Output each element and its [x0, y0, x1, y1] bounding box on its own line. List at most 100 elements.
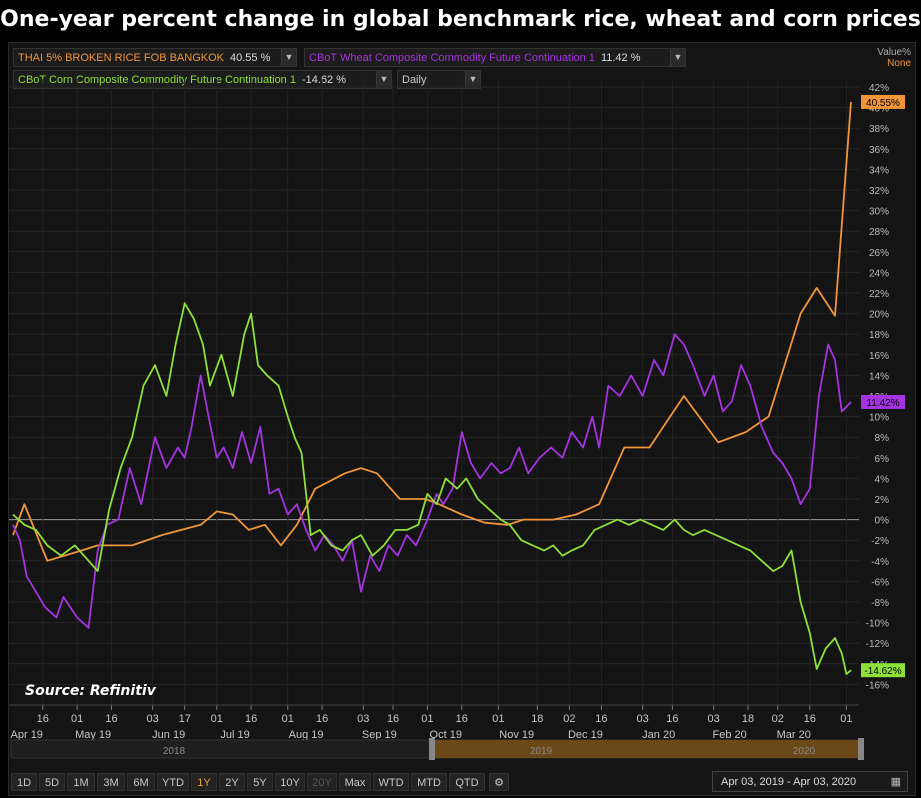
y-tick-label: 10%	[869, 413, 889, 424]
y-tick-label: -8%	[871, 598, 889, 609]
range-button-1m[interactable]: 1M	[67, 773, 95, 791]
y-tick-label: -2%	[871, 536, 889, 547]
chevron-down-icon[interactable]: ▼	[281, 49, 296, 66]
range-button-6m[interactable]: 6M	[127, 773, 155, 791]
series-line-rice	[12, 101, 852, 562]
chevron-down-icon[interactable]: ▼	[465, 71, 480, 88]
range-button-1y[interactable]: 1Y	[191, 773, 217, 791]
y-axis-labels: 42% 40% 38% 36% 34% 32% 30% 28% 26% 24% 22% 20% 18% 1…	[866, 83, 889, 691]
y-tick-label: 32%	[869, 186, 889, 197]
x-tick-label: 03	[637, 713, 649, 725]
x-tick-label: 16	[37, 713, 49, 725]
legend-rice-value: 40.55 %	[230, 52, 271, 64]
range-button-5d[interactable]: 5D	[39, 773, 65, 791]
end-label-text: 11.42%	[866, 398, 899, 409]
end-label-corn: -14.62%	[861, 663, 905, 678]
date-range-field[interactable]: Apr 03, 2019 - Apr 03, 2020 ▦	[712, 771, 908, 792]
legend-wheat-value: 11.42 %	[600, 52, 641, 64]
x-tick-label: 01	[282, 713, 294, 725]
y-tick-label: 16%	[869, 351, 889, 362]
y-tick-label: 28%	[869, 227, 889, 238]
y-tick-label: 6%	[875, 454, 890, 465]
range-button-5y[interactable]: 5Y	[247, 773, 273, 791]
y-tick-label: 26%	[869, 248, 889, 259]
x-month-label: Jun 19	[152, 729, 185, 741]
legend-corn-value: -14.62 %	[301, 74, 347, 86]
end-value-labels: 40.55% 11.42% -14.62%	[861, 94, 905, 678]
series-line-wheat	[12, 333, 852, 629]
range-button-mtd[interactable]: MTD	[411, 773, 447, 791]
x-month-label: Apr 19	[11, 729, 43, 741]
y-tick-label: 8%	[875, 433, 890, 444]
y-tick-label: 4%	[875, 474, 890, 485]
x-tick-label: 16	[666, 713, 678, 725]
y-tick-label: -12%	[866, 639, 889, 650]
x-tick-label: 16	[595, 713, 607, 725]
interval-select[interactable]: Daily ▼	[397, 70, 481, 89]
end-label-rice: 40.55%	[861, 94, 905, 109]
chevron-down-icon[interactable]: ▼	[376, 71, 391, 88]
y-tick-label: 22%	[869, 289, 889, 300]
date-range-text: Apr 03, 2019 - Apr 03, 2020	[721, 776, 857, 788]
y-tick-label: 24%	[869, 268, 889, 279]
legend-corn-selector[interactable]: CBoT Corn Composite Commodity Future Con…	[13, 70, 392, 89]
x-tick-label: 01	[840, 713, 852, 725]
x-tick-label: 01	[211, 713, 223, 725]
x-tick-label: 16	[804, 713, 816, 725]
line-chart[interactable]: 42% 40% 38% 36% 34% 32% 30% 28% 26% 24% 22% 20% 18% 1…	[9, 43, 915, 795]
legend-rice-selector[interactable]: THAI 5% BROKEN RICE FOB BANGKOK 40.55 % ▼	[13, 48, 297, 67]
x-tick-label: 03	[707, 713, 719, 725]
range-button-10y[interactable]: 10Y	[275, 773, 305, 791]
timeline-year-label: 2018	[163, 746, 186, 757]
range-button-max[interactable]: Max	[339, 773, 371, 791]
end-label-bg	[861, 394, 905, 409]
x-month-label: Jul 19	[220, 729, 249, 741]
range-button-20y: 20Y	[307, 773, 337, 791]
x-month-label: Jan 20	[642, 729, 675, 741]
x-tick-label: 16	[245, 713, 257, 725]
x-tick-label: 02	[563, 713, 575, 725]
series-lines	[12, 101, 852, 675]
y-tick-label: 36%	[869, 145, 889, 156]
end-label-bg	[861, 94, 905, 109]
range-button-ytd[interactable]: YTD	[157, 773, 189, 791]
timeline-selection	[432, 740, 859, 758]
x-month-label: Nov 19	[499, 729, 534, 741]
end-label-wheat: 11.42%	[861, 394, 905, 409]
end-label-text: -14.62%	[864, 666, 901, 677]
y-tick-label: 40%	[869, 104, 889, 115]
range-button-wtd[interactable]: WTD	[373, 773, 409, 791]
y-tick-label: -6%	[871, 577, 889, 588]
x-month-label: May 19	[75, 729, 111, 741]
legend-wheat-selector[interactable]: CBoT Wheat Composite Commodity Future Co…	[304, 48, 686, 67]
y-tick-label: -16%	[866, 680, 889, 691]
x-tick-label: 17	[179, 713, 191, 725]
range-button-qtd[interactable]: QTD	[449, 773, 485, 791]
calendar-icon[interactable]: ▦	[890, 776, 901, 788]
x-tick-label: 16	[387, 713, 399, 725]
x-tick-label: 16	[316, 713, 328, 725]
interval-value: Daily	[402, 74, 427, 86]
x-tick-label: 03	[357, 713, 369, 725]
range-button-2y[interactable]: 2Y	[219, 773, 245, 791]
x-tick-label: 01	[492, 713, 504, 725]
range-button-3m[interactable]: 3M	[97, 773, 125, 791]
x-month-label: Feb 20	[713, 729, 747, 741]
range-button-1d[interactable]: 1D	[11, 773, 37, 791]
x-tick-label: 01	[421, 713, 433, 725]
x-axis: 16 01 16 03 17 01 16 01 16 03 16 01 16 01 18 02 16 03 16 03…	[9, 704, 859, 741]
x-tick-label: 18	[531, 713, 543, 725]
source-note: Source: Refinitiv	[25, 683, 156, 699]
x-tick-label: 02	[772, 713, 784, 725]
legend-rice-name: THAI 5% BROKEN RICE FOB BANGKOK	[18, 52, 224, 64]
chart-panel: THAI 5% BROKEN RICE FOB BANGKOK 40.55 % ▼…	[8, 42, 916, 796]
chevron-down-icon[interactable]: ▼	[670, 49, 685, 66]
y-tick-label: 0%	[875, 516, 890, 527]
x-tick-label: 16	[105, 713, 117, 725]
gridlines	[9, 79, 859, 705]
y-tick-label: 14%	[869, 371, 889, 382]
y-tick-label: 2%	[875, 495, 890, 506]
y-tick-label: 20%	[869, 310, 889, 321]
x-month-label: Aug 19	[289, 729, 324, 741]
gear-icon[interactable]: ⚙	[489, 773, 509, 791]
